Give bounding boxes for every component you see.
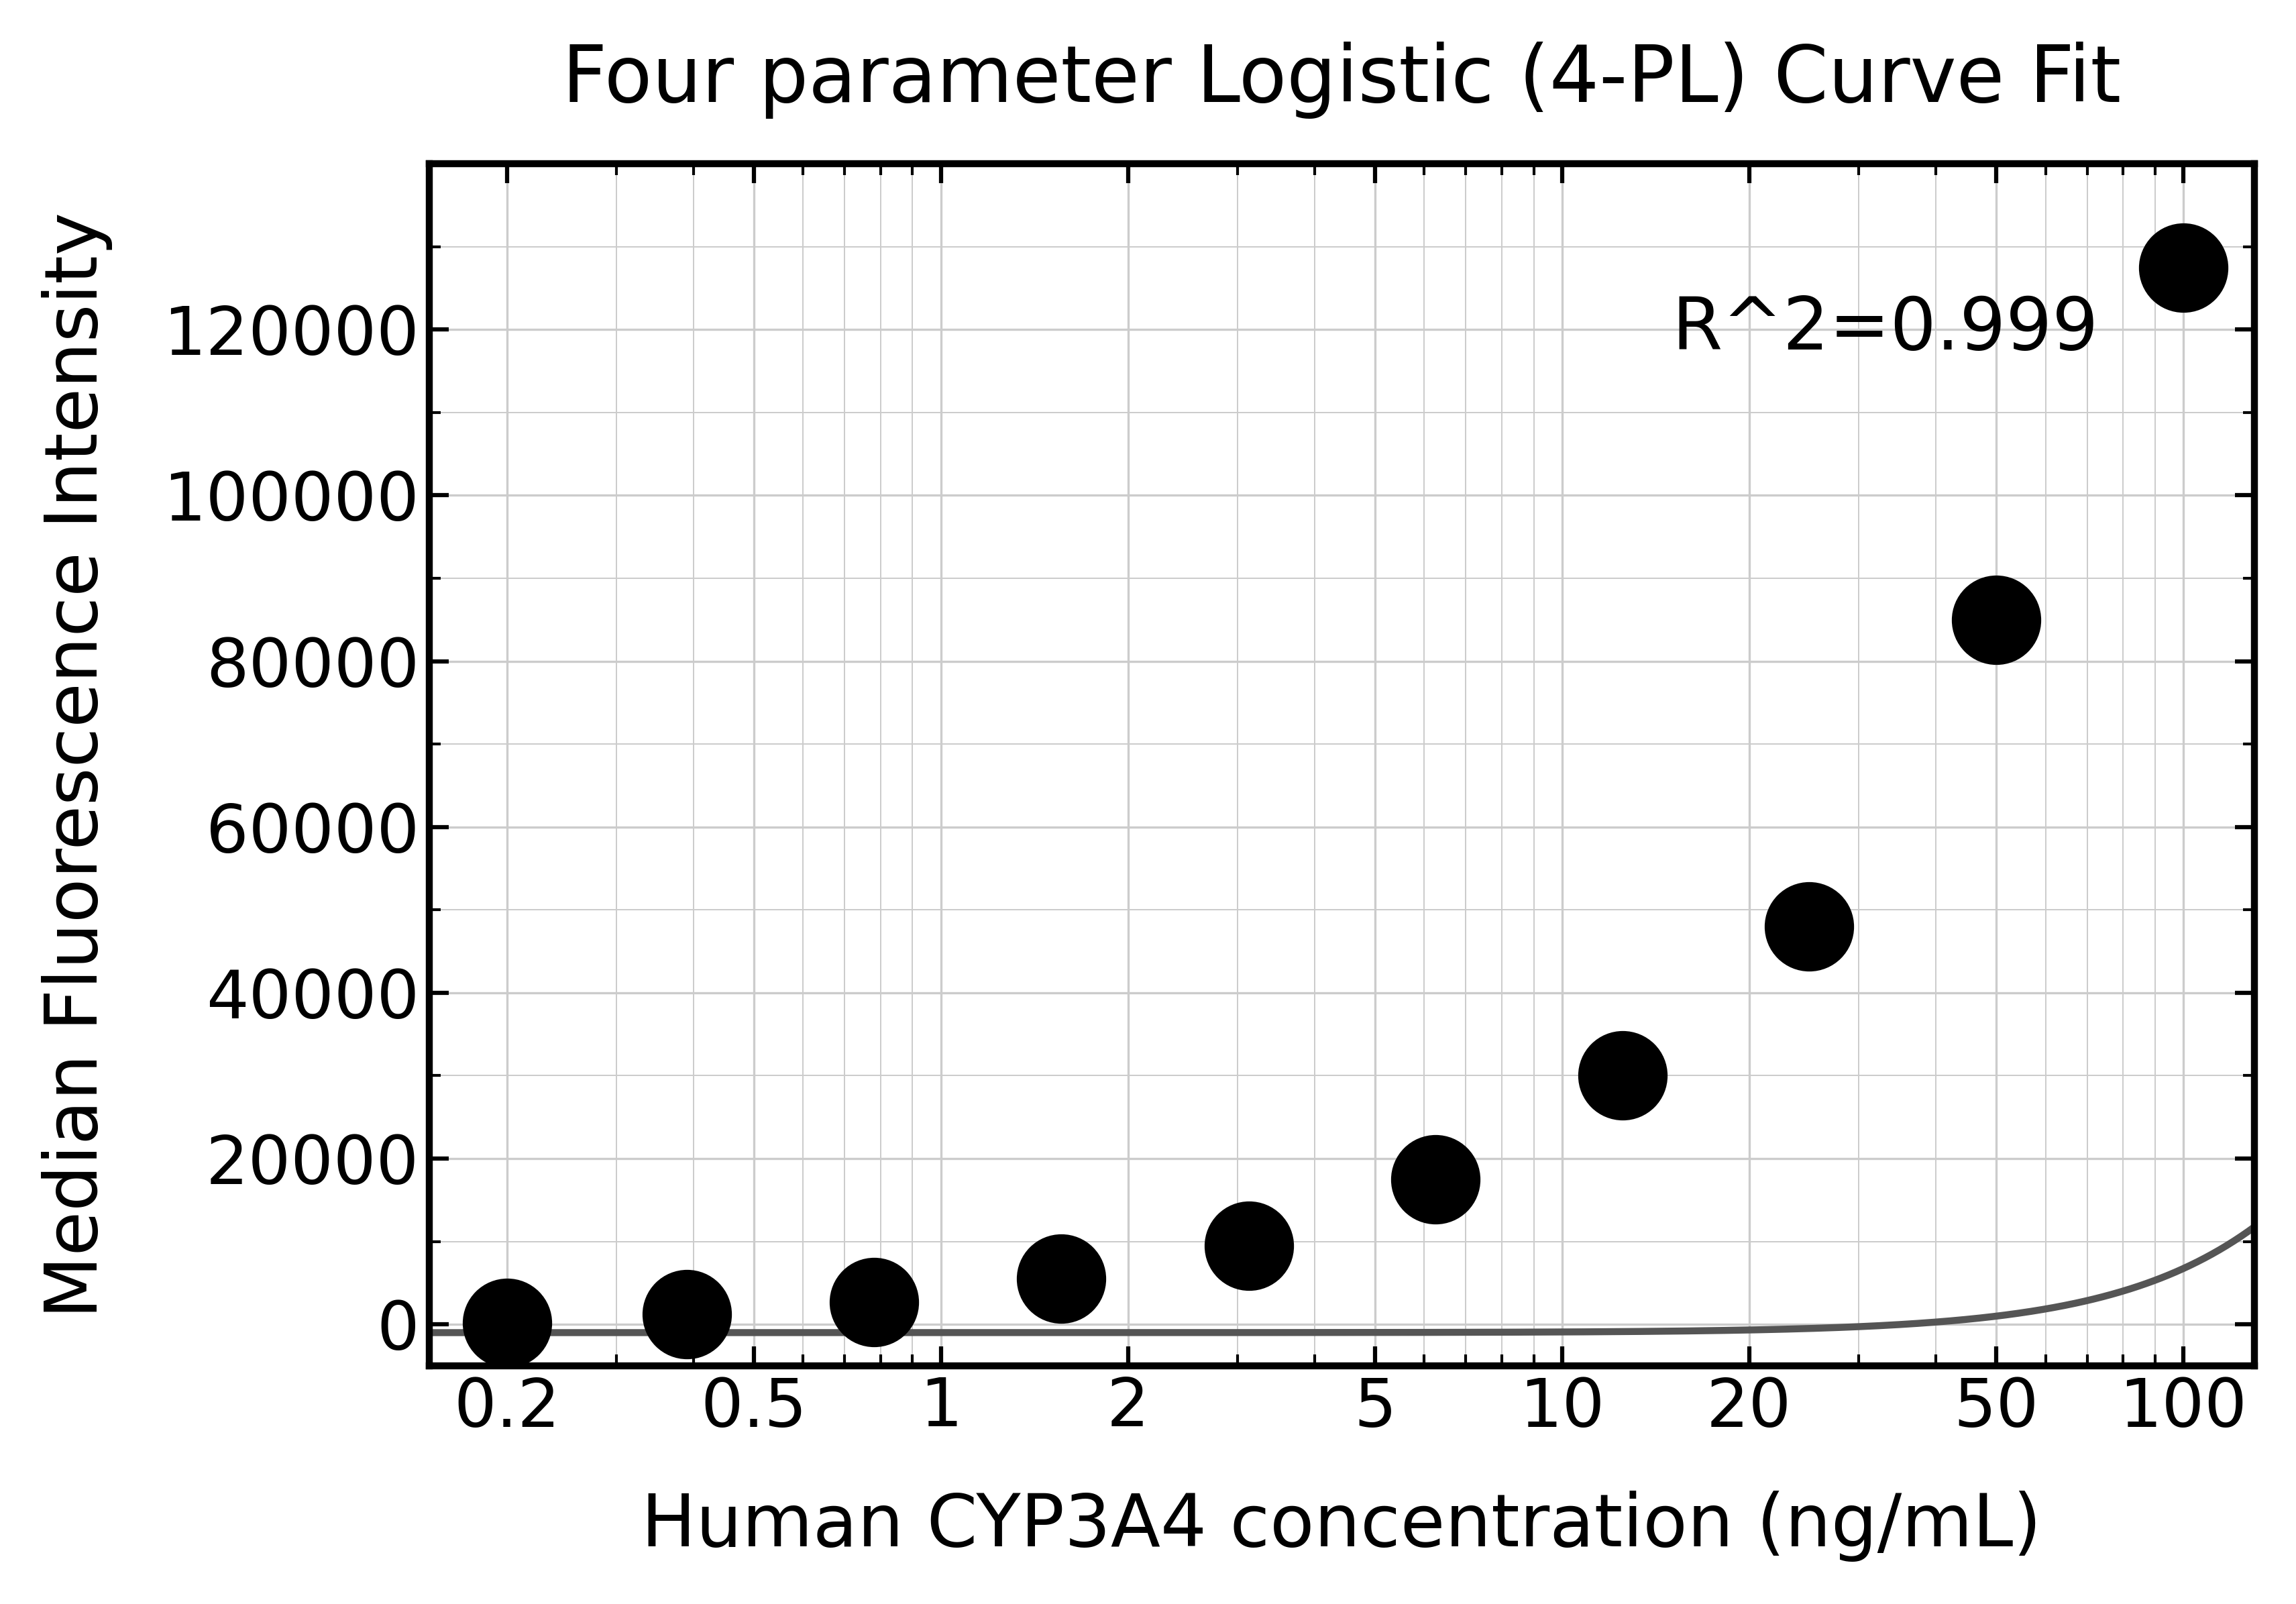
Point — [489, 1310, 526, 1336]
Point — [1791, 914, 1828, 940]
Point — [2165, 255, 2202, 281]
Point — [1231, 1233, 1267, 1259]
Point — [1417, 1166, 1453, 1192]
Point — [668, 1301, 705, 1327]
Y-axis label: Median Fluorescence Intensity: Median Fluorescence Intensity — [41, 212, 113, 1318]
Text: R^2=0.999: R^2=0.999 — [1671, 294, 2099, 366]
X-axis label: Human CYP3A4 concentration (ng/mL): Human CYP3A4 concentration (ng/mL) — [641, 1492, 2041, 1562]
Point — [1605, 1063, 1642, 1089]
Point — [856, 1290, 893, 1315]
Point — [1977, 606, 2014, 632]
Title: Four parameter Logistic (4-PL) Curve Fit: Four parameter Logistic (4-PL) Curve Fit — [563, 42, 2122, 119]
Point — [1042, 1266, 1079, 1291]
